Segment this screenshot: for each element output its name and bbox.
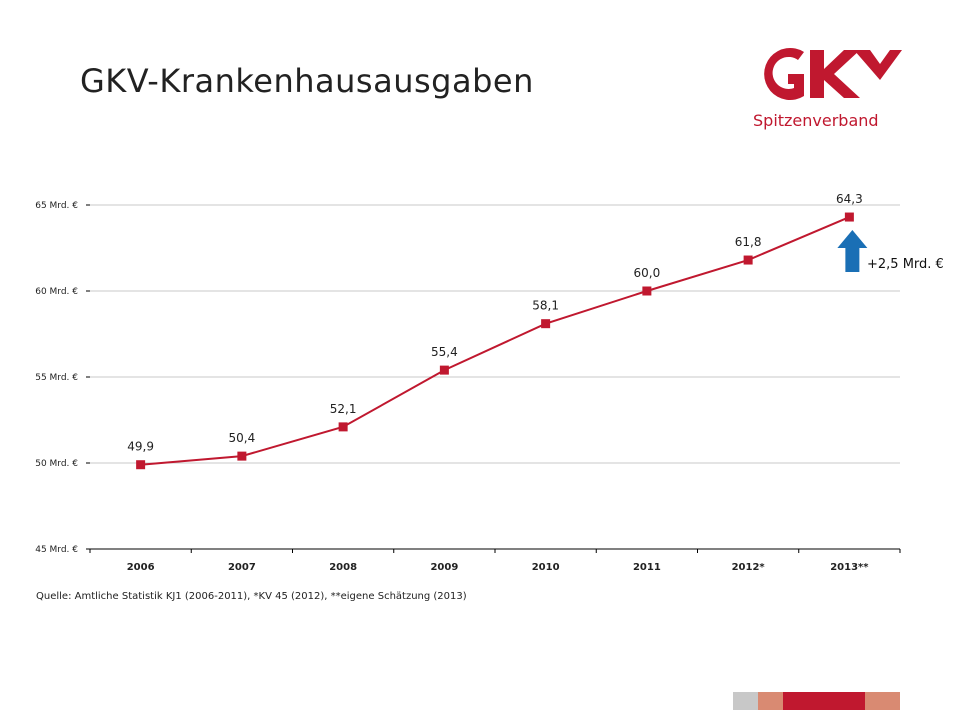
y-tick-label: 45 Mrd. € bbox=[35, 545, 78, 555]
data-label: 55,4 bbox=[431, 345, 458, 359]
x-tick-label: 2008 bbox=[329, 562, 357, 573]
data-label: 64,3 bbox=[836, 192, 863, 206]
x-tick-label: 2009 bbox=[430, 562, 458, 573]
page-title: GKV-Krankenhausausgaben bbox=[80, 62, 534, 100]
data-point bbox=[844, 212, 854, 222]
data-label: 49,9 bbox=[127, 440, 154, 454]
data-point bbox=[136, 460, 146, 470]
logo-subtitle: Spitzenverband bbox=[753, 111, 879, 130]
x-tick-label: 2007 bbox=[228, 562, 256, 573]
x-tick-label: 2011 bbox=[633, 562, 661, 573]
data-point bbox=[541, 319, 551, 329]
footer-bar-grey bbox=[733, 692, 758, 710]
data-point bbox=[743, 255, 753, 265]
data-point bbox=[338, 422, 348, 432]
footer-bar-red bbox=[783, 692, 865, 710]
data-label: 52,1 bbox=[330, 402, 357, 416]
data-point bbox=[642, 286, 652, 296]
footer-bar-salmon-2 bbox=[865, 692, 900, 710]
data-point bbox=[439, 365, 449, 375]
x-tick-label: 2006 bbox=[127, 562, 155, 573]
data-label: 58,1 bbox=[532, 299, 559, 313]
y-tick-label: 65 Mrd. € bbox=[35, 201, 78, 211]
data-point bbox=[237, 451, 247, 461]
up-arrow-icon bbox=[837, 230, 868, 272]
footer-bar-salmon bbox=[758, 692, 783, 710]
data-label: 60,0 bbox=[634, 266, 661, 280]
data-label: 50,4 bbox=[229, 431, 256, 445]
gkv-logo bbox=[764, 48, 902, 100]
y-tick-label: 50 Mrd. € bbox=[35, 459, 78, 469]
x-tick-label: 2013** bbox=[830, 562, 869, 573]
y-tick-label: 55 Mrd. € bbox=[35, 373, 78, 383]
y-tick-label: 60 Mrd. € bbox=[35, 287, 78, 297]
source-note: Quelle: Amtliche Statistik KJ1 (2006-201… bbox=[36, 591, 467, 602]
data-label: 61,8 bbox=[735, 235, 762, 249]
x-tick-label: 2012* bbox=[732, 562, 766, 573]
increase-annotation: +2,5 Mrd. € bbox=[867, 257, 944, 272]
series-line bbox=[140, 216, 850, 466]
x-tick-label: 2010 bbox=[532, 562, 560, 573]
